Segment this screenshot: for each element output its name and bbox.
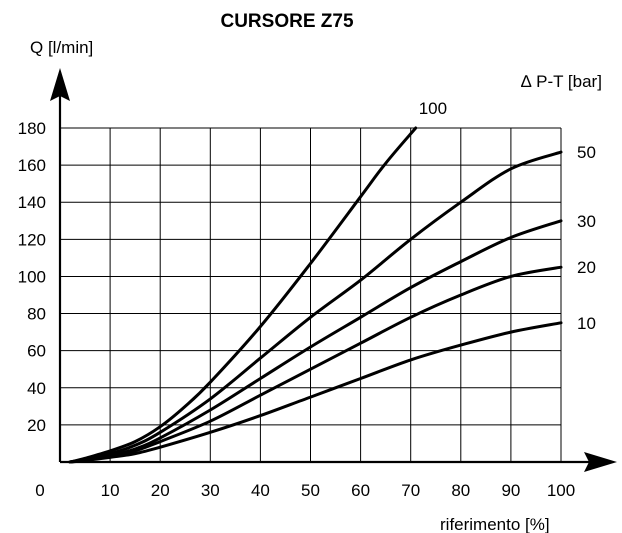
y-tick-label: 140 (18, 193, 46, 212)
grid (60, 127, 562, 462)
chart-title: CURSORE Z75 (220, 11, 353, 32)
legend-title: ∆ P-T [bar] (521, 72, 602, 91)
x-tick-label: 50 (301, 481, 320, 500)
x-axis-arrow (584, 452, 617, 472)
x-tick-label: 90 (501, 481, 520, 500)
x-tick-label: 80 (451, 481, 470, 500)
y-axis-label: Q [l/min] (30, 38, 93, 57)
series-line-100 (68, 126, 418, 464)
x-tick-label: 70 (401, 481, 420, 500)
x-origin-label: 0 (35, 481, 44, 500)
series-label-100: 100 (419, 99, 447, 118)
series-label-20: 20 (577, 258, 596, 277)
series-labels: 10 20 30 50 100 (419, 99, 596, 333)
x-tick-label: 100 (547, 481, 575, 500)
y-axis-arrow (50, 68, 70, 101)
axes (50, 68, 617, 472)
y-tick-label: 180 (18, 119, 46, 138)
y-tick-label: 40 (27, 379, 46, 398)
y-tick-label: 80 (27, 305, 46, 324)
series-line-20 (68, 265, 563, 464)
series-line-30 (68, 219, 563, 464)
x-tick-label: 20 (151, 481, 170, 500)
x-axis-label: riferimento [%] (440, 515, 550, 533)
y-tick-label: 60 (27, 342, 46, 361)
x-tick-label: 40 (251, 481, 270, 500)
x-tick-label: 60 (351, 481, 370, 500)
y-tick-label: 20 (27, 416, 46, 435)
series-line-50 (68, 150, 563, 464)
y-tick-label: 120 (18, 230, 46, 249)
y-tick-label: 160 (18, 156, 46, 175)
tick-labels: 10 20 30 40 50 60 70 80 90 100 20 40 60 80 100 120 140 16… (18, 119, 576, 500)
y-tick-label: 100 (18, 267, 46, 286)
series-lines (68, 126, 563, 464)
x-tick-label: 10 (101, 481, 120, 500)
series-label-30: 30 (577, 212, 596, 231)
x-tick-label: 30 (201, 481, 220, 500)
series-label-10: 10 (577, 314, 596, 333)
series-label-50: 50 (577, 143, 596, 162)
